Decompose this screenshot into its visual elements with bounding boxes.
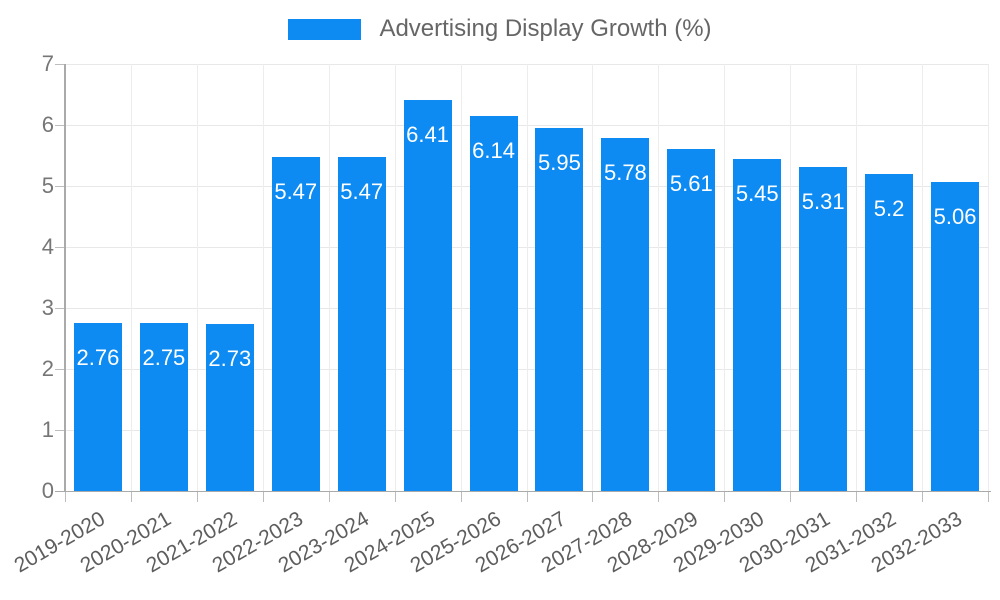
bar[interactable] — [205, 324, 254, 491]
y-axis-tick-label: 4 — [41, 234, 54, 259]
x-axis-tick-mark — [65, 492, 66, 502]
gridline-vertical — [790, 64, 791, 491]
gridline-vertical — [527, 64, 528, 491]
bar-value-label: 2.75 — [142, 345, 186, 371]
gridline-horizontal — [65, 430, 988, 431]
gridline-vertical — [988, 64, 989, 491]
x-axis-line — [55, 491, 991, 492]
x-axis-tick-mark — [922, 492, 923, 502]
gridline-vertical — [395, 64, 396, 491]
gridline-vertical — [131, 64, 132, 491]
y-axis-tick-mark — [55, 430, 64, 431]
gridline-vertical — [724, 64, 725, 491]
gridline-vertical — [263, 64, 264, 491]
y-axis-tick-label: 2 — [41, 356, 54, 381]
bar[interactable] — [865, 173, 914, 491]
chart-legend: Advertising Display Growth (%) — [0, 12, 1000, 46]
y-axis-tick-label: 1 — [41, 417, 54, 442]
y-axis-tick-label: 3 — [41, 295, 54, 320]
bar[interactable] — [799, 167, 848, 491]
bar[interactable] — [667, 148, 716, 491]
x-axis-tick-mark — [592, 492, 593, 502]
legend-color-swatch-icon — [288, 18, 362, 40]
x-axis-tick-mark — [197, 492, 198, 502]
bar-value-label: 5.31 — [801, 189, 845, 215]
x-axis-tick-mark — [724, 492, 725, 502]
bar-value-label: 2.76 — [76, 344, 120, 370]
bar[interactable] — [535, 128, 584, 491]
y-axis-tick-labels: 0 1 2 3 4 5 6 7 — [0, 0, 54, 600]
y-axis-line — [64, 64, 66, 492]
bar-value-label: 5.45 — [735, 180, 779, 206]
legend-label: Advertising Display Growth (%) — [379, 15, 712, 42]
bar[interactable] — [337, 157, 386, 491]
bar-value-label: 5.06 — [933, 204, 977, 230]
y-axis-tick-mark — [55, 186, 64, 187]
x-axis-tick-mark — [263, 492, 264, 502]
bar-value-label: 6.41 — [406, 121, 449, 147]
bar-value-label: 6.14 — [472, 138, 515, 164]
bar-value-label: 5.78 — [603, 160, 647, 186]
bar[interactable] — [271, 157, 320, 491]
x-axis-tick-mark — [790, 492, 791, 502]
bar[interactable] — [139, 323, 188, 491]
gridline-horizontal — [65, 369, 988, 370]
y-axis-tick-label: 6 — [41, 112, 54, 137]
x-axis-tick-mark — [988, 492, 989, 502]
gridline-vertical — [592, 64, 593, 491]
y-axis-tick-label: 7 — [41, 51, 54, 76]
x-axis-tick-mark — [658, 492, 659, 502]
gridline-horizontal — [65, 186, 988, 187]
bar[interactable] — [931, 182, 980, 491]
gridline-horizontal — [65, 64, 988, 65]
bar-value-label: 5.47 — [274, 179, 318, 205]
x-axis-tick-mark — [856, 492, 857, 502]
gridline-vertical — [461, 64, 462, 491]
gridline-horizontal — [65, 308, 988, 309]
gridline-horizontal — [65, 247, 988, 248]
bar-value-label: 5.47 — [340, 179, 384, 205]
bar[interactable] — [733, 158, 782, 491]
bar-value-label: 2.73 — [208, 346, 252, 372]
y-axis-tick-mark — [55, 369, 64, 370]
gridline-vertical — [329, 64, 330, 491]
y-axis-tick-mark — [55, 64, 64, 65]
y-axis-tick-label: 5 — [41, 173, 54, 198]
y-axis-tick-mark — [55, 125, 64, 126]
bar-value-label: 5.61 — [669, 170, 713, 196]
gridline-horizontal — [65, 125, 988, 126]
y-axis-tick-mark — [55, 308, 64, 309]
bar[interactable] — [73, 322, 122, 491]
gridline-vertical — [197, 64, 198, 491]
y-axis-tick-label: 0 — [41, 478, 54, 503]
bar-value-label: 5.95 — [538, 150, 581, 176]
bar[interactable] — [403, 99, 452, 491]
y-axis-tick-mark — [55, 247, 64, 248]
x-axis-tick-mark — [131, 492, 132, 502]
bar-value-label: 5.2 — [873, 195, 905, 221]
x-axis-tick-mark — [527, 492, 528, 502]
legend-entry-advertising-display-growth[interactable]: Advertising Display Growth (%) — [288, 15, 712, 42]
bar[interactable] — [469, 116, 518, 491]
x-axis-tick-mark — [329, 492, 330, 502]
x-axis-tick-mark — [395, 492, 396, 502]
bar[interactable] — [601, 138, 650, 491]
gridline-vertical — [922, 64, 923, 491]
gridline-vertical — [658, 64, 659, 491]
plot-area: 2.76 2.75 2.73 5.47 5.47 6.41 6.14 5.95 5.78 5.61… — [65, 64, 989, 492]
gridline-vertical — [856, 64, 857, 491]
x-axis-tick-mark — [461, 492, 462, 502]
